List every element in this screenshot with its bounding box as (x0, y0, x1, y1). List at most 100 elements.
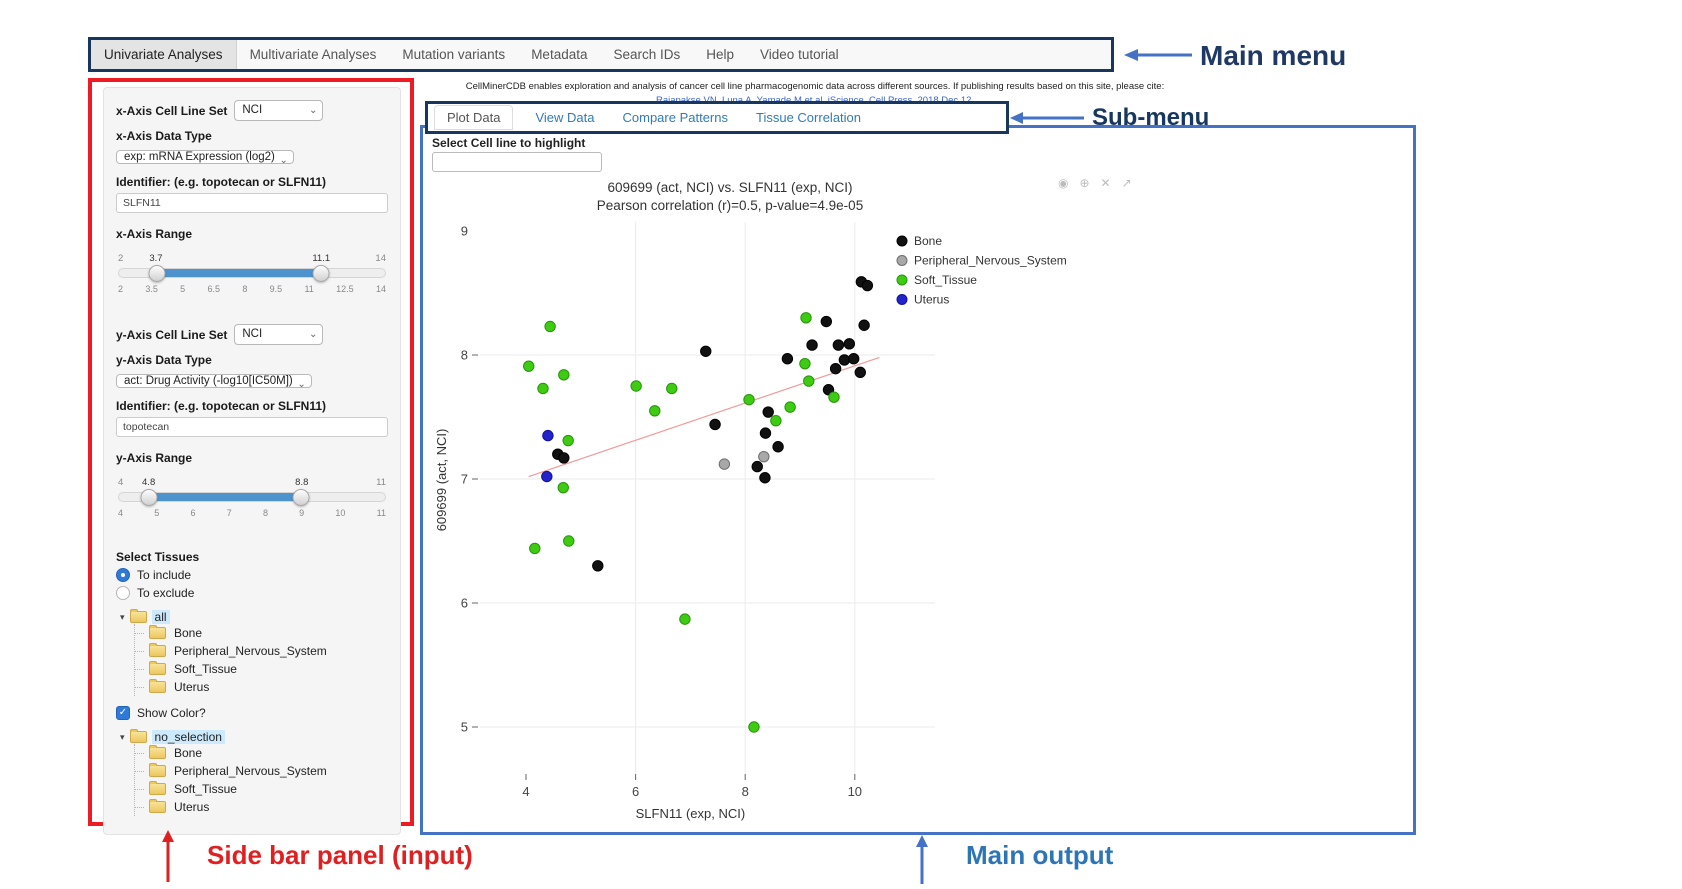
data-point-bone[interactable] (848, 353, 860, 365)
tree-open-caret-icon[interactable]: ▾ (120, 611, 125, 622)
legend-entry-uterus[interactable]: Uterus (914, 293, 949, 307)
tree-node-bone[interactable]: Bone (135, 744, 388, 762)
data-point-bone[interactable] (759, 472, 771, 484)
tree-node-soft-tissue[interactable]: Soft_Tissue (135, 660, 388, 678)
data-point-bone[interactable] (858, 319, 870, 331)
data-point-soft-tissue[interactable] (679, 613, 691, 625)
data-point-soft-tissue[interactable] (562, 434, 574, 447)
data-point-soft-tissue[interactable] (748, 721, 760, 733)
legend-marker-peripheral-nervous-system[interactable] (896, 255, 908, 266)
data-point-soft-tissue[interactable] (537, 382, 549, 395)
menu-item-help[interactable]: Help (706, 47, 735, 62)
camera-icon[interactable]: ◉ (1058, 176, 1069, 190)
data-point-bone[interactable] (759, 427, 772, 439)
tab-compare-patterns[interactable]: Compare Patterns (622, 110, 729, 125)
tree-node-peripheral-nervous-system[interactable]: Peripheral_Nervous_System (135, 642, 388, 660)
x-range-handle-from[interactable] (148, 265, 166, 282)
data-point-bone[interactable] (781, 353, 794, 365)
tab-tissue-correlation[interactable]: Tissue Correlation (756, 110, 862, 125)
y-axis-data-type-select[interactable]: act: Drug Activity (-log10[IC50M]) ⌄ (116, 374, 312, 390)
data-point-soft-tissue[interactable] (557, 481, 569, 494)
legend-marker-bone[interactable] (896, 235, 908, 247)
data-point-bone[interactable] (843, 338, 856, 350)
data-point-uterus[interactable] (541, 470, 553, 483)
data-point-bone[interactable] (772, 441, 784, 453)
data-point-soft-tissue[interactable] (828, 391, 840, 403)
tissue-include-radio[interactable]: To include (116, 568, 388, 582)
data-point-soft-tissue[interactable] (803, 375, 815, 387)
data-point-bone[interactable] (829, 362, 842, 375)
y-range-handle-from[interactable] (140, 489, 158, 506)
data-point-soft-tissue[interactable] (743, 393, 755, 406)
x-axis-data-type-select[interactable]: exp: mRNA Expression (log2) ⌄ (116, 150, 294, 166)
data-point-soft-tissue[interactable] (770, 415, 782, 427)
data-point-bone[interactable] (700, 345, 712, 357)
show-color-checkbox[interactable]: ✓ Show Color? (116, 706, 388, 720)
zoom-in-icon[interactable]: ⊕ (1079, 176, 1090, 190)
tree-node-soft-tissue[interactable]: Soft_Tissue (135, 780, 388, 798)
data-point-bone[interactable] (592, 560, 604, 572)
tab-plot-data[interactable]: Plot Data (434, 105, 514, 130)
y-range-handle-to[interactable] (292, 489, 310, 506)
data-point-soft-tissue[interactable] (649, 405, 661, 417)
legend-entry-soft-tissue[interactable]: Soft_Tissue (914, 273, 977, 287)
menu-item-metadata[interactable]: Metadata (531, 47, 588, 62)
x-identifier-input[interactable] (116, 193, 388, 213)
data-point-bone[interactable] (558, 452, 570, 464)
x-range-track[interactable] (118, 265, 386, 282)
tree-node-all[interactable]: ▾ all (120, 609, 388, 624)
pan-icon[interactable]: ↗ (1121, 176, 1132, 190)
data-point-bone[interactable] (820, 315, 833, 328)
menu-item-video-tutorial[interactable]: Video tutorial (760, 47, 839, 62)
y-axis-cell-line-set-select[interactable]: NCI ⌄ (234, 324, 324, 345)
data-point-soft-tissue[interactable] (630, 380, 642, 392)
menu-item-search-ids[interactable]: Search IDs (613, 47, 681, 62)
data-point-bone[interactable] (832, 339, 845, 351)
data-point-uterus[interactable] (542, 429, 554, 442)
data-point-bone[interactable] (709, 418, 721, 431)
y-identifier-input[interactable] (116, 417, 388, 437)
tree-open-caret-icon[interactable]: ▾ (120, 731, 125, 742)
data-point-soft-tissue[interactable] (800, 312, 812, 324)
data-point-soft-tissue[interactable] (799, 357, 811, 370)
menu-item-multivariate-analyses[interactable]: Multivariate Analyses (249, 47, 377, 62)
data-point-soft-tissue[interactable] (558, 369, 570, 381)
data-point-bone[interactable] (762, 406, 774, 418)
data-point-peripheral-nervous-system[interactable] (758, 450, 770, 463)
tree-node-bone[interactable]: Bone (135, 624, 388, 642)
data-point-soft-tissue[interactable] (529, 542, 541, 555)
legend-entry-bone[interactable]: Bone (914, 234, 942, 248)
data-point-soft-tissue[interactable] (666, 382, 678, 395)
citation-link[interactable]: Rajapakse VN, Luna A, Yamade M et al. iS… (420, 95, 1210, 106)
legend-marker-uterus[interactable] (896, 294, 908, 305)
tree-node-peripheral-nervous-system[interactable]: Peripheral_Nervous_System (135, 762, 388, 780)
x-range-min-label: 2 (118, 253, 124, 264)
tissue-exclude-radio[interactable]: To exclude (116, 586, 388, 600)
data-point-bone[interactable] (861, 279, 874, 292)
x-range-slider[interactable]: 2 14 3.7 11.1 2 3.5 5 6.5 8 9.5 11 12.5 14 (118, 253, 386, 294)
tree-node-uterus[interactable]: Uterus (135, 678, 388, 696)
y-range-track[interactable] (118, 489, 386, 506)
data-point-peripheral-nervous-system[interactable] (718, 458, 731, 470)
data-point-soft-tissue[interactable] (784, 401, 796, 413)
data-point-bone[interactable] (751, 460, 763, 473)
legend-entry-peripheral-nervous-system[interactable]: Peripheral_Nervous_System (914, 254, 1067, 268)
folder-icon (149, 799, 166, 813)
legend-marker-soft-tissue[interactable] (896, 274, 908, 286)
menu-item-univariate-analyses[interactable]: Univariate Analyses (91, 40, 237, 69)
tree-node-uterus[interactable]: Uterus (135, 798, 388, 816)
x-range-handle-to[interactable] (312, 265, 330, 282)
data-point-bone[interactable] (806, 339, 818, 351)
cell-line-highlight-input[interactable] (432, 152, 602, 172)
tab-view-data[interactable]: View Data (535, 110, 595, 125)
x-axis-cell-line-set-select[interactable]: NCI ⌄ (234, 100, 324, 121)
data-point-bone[interactable] (854, 366, 866, 379)
menu-item-mutation-variants[interactable]: Mutation variants (402, 47, 506, 62)
close-icon[interactable]: ✕ (1100, 176, 1111, 190)
data-point-soft-tissue[interactable] (544, 320, 556, 333)
y-range-slider[interactable]: 4 11 4.8 8.8 4 5 6 7 8 9 10 11 (118, 477, 386, 518)
data-point-soft-tissue[interactable] (523, 360, 535, 372)
tree-node-no-selection[interactable]: ▾ no_selection (120, 729, 388, 744)
data-point-bone[interactable] (838, 354, 851, 366)
data-point-soft-tissue[interactable] (563, 535, 575, 547)
